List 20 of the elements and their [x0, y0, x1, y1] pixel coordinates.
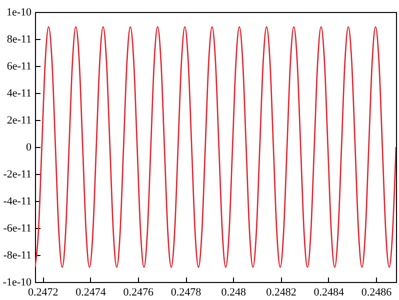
y-tick-label: -6e-11: [3, 222, 32, 234]
line-series: [35, 26, 396, 268]
y-tick-label: 4e-11: [6, 88, 32, 100]
y-tick-label: -8e-11: [3, 250, 32, 262]
y-tick-label: 1e-10: [6, 6, 32, 18]
x-tick-label: 0.2472: [28, 286, 58, 298]
x-tick-label: 0.2482: [266, 286, 296, 298]
y-tick-label: 0: [26, 142, 32, 154]
y-tick-label: -1e-10: [2, 276, 32, 288]
x-tick-label: 0.2484: [314, 286, 345, 298]
x-tick-label: 0.248: [221, 286, 247, 298]
y-tick-label: -2e-11: [3, 168, 32, 180]
y-tick-label: 2e-11: [6, 114, 32, 126]
x-tick-label: 0.2478: [170, 286, 202, 298]
y-tick-label: 6e-11: [6, 60, 32, 72]
y-tick-label: 8e-11: [6, 34, 32, 46]
y-tick-label: -4e-11: [3, 196, 32, 208]
x-tick-label: 0.2476: [123, 286, 154, 298]
x-tick-label: 0.2486: [361, 286, 392, 298]
x-tick-label: 0.2474: [76, 286, 106, 298]
